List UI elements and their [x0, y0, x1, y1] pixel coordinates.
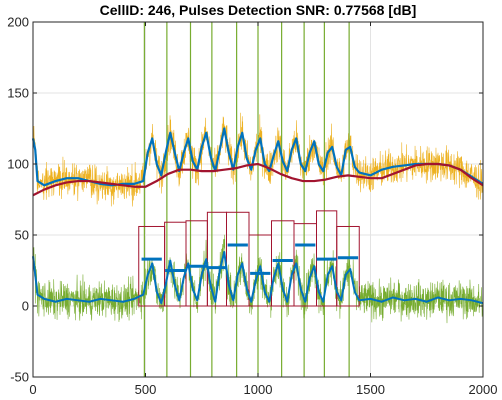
y-tick-label: 0: [22, 299, 29, 314]
x-axis-tick-labels: 0 500 1000 1500 2000: [29, 382, 497, 397]
y-tick-label: 150: [7, 86, 29, 101]
x-tick-label: 500: [135, 382, 157, 397]
x-tick-label: 1500: [356, 382, 385, 397]
x-tick-label: 0: [29, 382, 36, 397]
upper-baseline-line: [32, 162, 484, 197]
x-tick-label: 2000: [469, 382, 498, 397]
upper-envelope-line: [31, 127, 484, 187]
y-tick-label: 100: [7, 157, 29, 172]
y-tick-label: 200: [7, 15, 29, 30]
chart-title: CellID: 246, Pulses Detection SNR: 0.775…: [100, 2, 417, 18]
plot-area: [31, 21, 484, 378]
pulse-box: [336, 225, 360, 307]
y-tick-label: -50: [10, 370, 29, 385]
lower-envelope-line: [32, 251, 484, 305]
x-tick-label: 1000: [244, 382, 273, 397]
y-axis-tick-labels: -50 0 50 100 150 200: [7, 15, 29, 385]
y-tick-label: 50: [15, 228, 29, 243]
